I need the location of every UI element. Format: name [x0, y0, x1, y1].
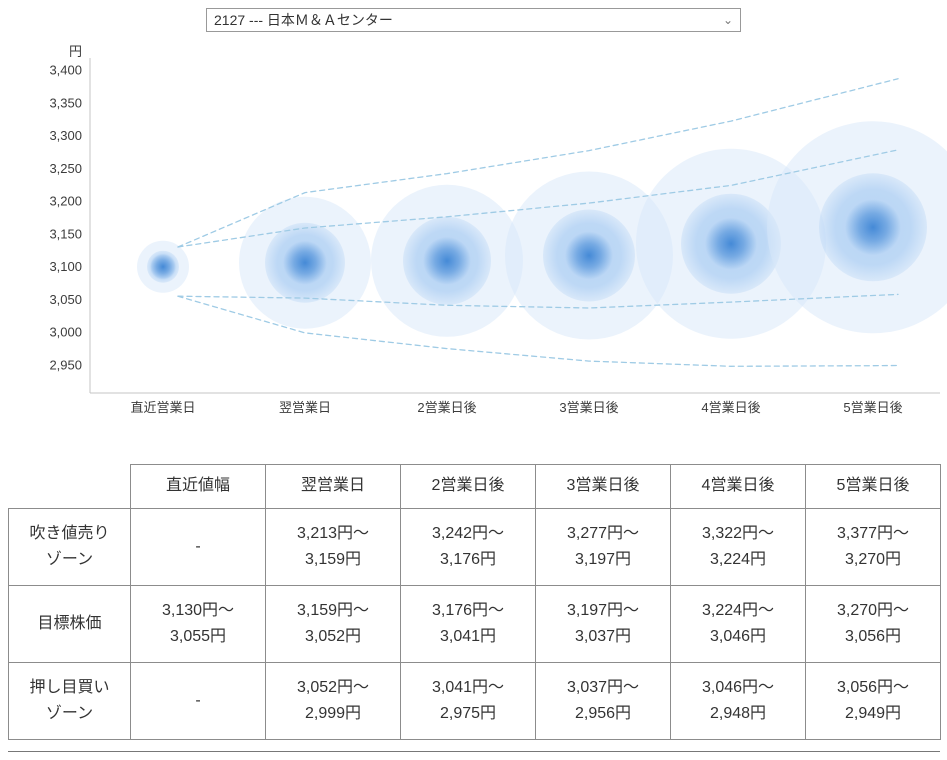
price-range-cell: -: [130, 662, 266, 740]
x-category-label: 2営業日後: [417, 400, 476, 415]
column-header: 翌営業日: [265, 464, 401, 509]
x-category-label: 5営業日後: [843, 400, 902, 415]
price-range-cell: 3,377円～ 3,270円: [805, 508, 941, 586]
forecast-bubble-0: [137, 240, 189, 293]
x-category-label: 直近営業日: [130, 400, 195, 415]
fan-line-sell-zone-upper: [177, 78, 899, 248]
fan-line-sell-zone-lower: [177, 149, 899, 248]
column-header: 5営業日後: [805, 464, 941, 509]
y-axis-unit-label: 円: [69, 44, 82, 59]
x-category-label: 翌営業日: [279, 400, 331, 415]
forecast-table: 直近値幅 翌営業日 2営業日後 3営業日後 4営業日後 5営業日後 吹き値売り ゾーン -3,…: [8, 464, 941, 740]
price-forecast-chart: 3,400 3,350 3,300 3,250 3,200 3,150 3,100 3,050…: [0, 42, 947, 434]
price-range-cell: -: [130, 508, 266, 586]
y-tick-label: 3,150: [49, 226, 82, 241]
x-category-label: 4営業日後: [701, 400, 760, 415]
price-range-cell: 3,322円～ 3,224円: [670, 508, 806, 586]
table-row: 吹き値売り ゾーン -3,213円～ 3,159円 3,242円～ 3,176円 3,…: [8, 508, 941, 586]
price-forecast-bubble-chart: 3,400 3,350 3,300 3,250 3,200 3,150 3,100 3,050…: [49, 44, 947, 415]
stock-selector-row: 2127 --- 日本Ｍ＆Ａセンター ⌄: [0, 0, 947, 32]
y-tick-label: 3,050: [49, 292, 82, 307]
x-category-label: 3営業日後: [559, 400, 618, 415]
chevron-down-icon: ⌄: [722, 13, 733, 27]
price-range-cell: 3,270円～ 3,056円: [805, 585, 941, 663]
y-tick-label: 3,100: [49, 259, 82, 274]
price-range-cell: 3,037円～ 2,956円: [535, 662, 671, 740]
price-range-cell: 3,224円～ 3,046円: [670, 585, 806, 663]
row-label: 目標株価: [8, 585, 131, 663]
price-range-cell: 3,277円～ 3,197円: [535, 508, 671, 586]
forecast-bubble-5: [767, 121, 947, 334]
table-row: 押し目買い ゾーン -3,052円～ 2,999円 3,041円～ 2,975円 3,…: [8, 662, 941, 740]
price-range-cell: 3,130円～ 3,055円: [130, 585, 266, 663]
table-header-row: 直近値幅 翌営業日 2営業日後 3営業日後 4営業日後 5営業日後: [8, 464, 941, 509]
bottom-divider: [8, 751, 940, 752]
column-header: 2営業日後: [400, 464, 536, 509]
price-range-cell: 3,176円～ 3,041円: [400, 585, 536, 663]
y-tick-label: 3,350: [49, 95, 82, 110]
y-tick-label: 2,950: [49, 358, 82, 373]
fan-line-buy-zone-upper: [177, 293, 899, 309]
stock-selector[interactable]: 2127 --- 日本Ｍ＆Ａセンター ⌄: [206, 8, 741, 32]
forecast-bubble-3: [505, 171, 673, 340]
y-tick-label: 3,300: [49, 128, 82, 143]
row-label: 吹き値売り ゾーン: [8, 508, 131, 586]
price-range-cell: 3,197円～ 3,037円: [535, 585, 671, 663]
y-tick-label: 3,200: [49, 194, 82, 209]
price-range-cell: 3,056円～ 2,949円: [805, 662, 941, 740]
column-header: 4営業日後: [670, 464, 806, 509]
price-range-cell: 3,052円～ 2,999円: [265, 662, 401, 740]
row-label: 押し目買い ゾーン: [8, 662, 131, 740]
forecast-bubble-2: [371, 184, 523, 337]
price-range-cell: 3,046円～ 2,948円: [670, 662, 806, 740]
column-header: 直近値幅: [130, 464, 266, 509]
forecast-bubble-1: [239, 196, 371, 329]
price-range-cell: 3,213円～ 3,159円: [265, 508, 401, 586]
price-range-cell: 3,159円～ 3,052円: [265, 585, 401, 663]
y-tick-label: 3,250: [49, 161, 82, 176]
price-range-cell: 3,242円～ 3,176円: [400, 508, 536, 586]
price-range-cell: 3,041円～ 2,975円: [400, 662, 536, 740]
table-corner-cell: [8, 464, 131, 509]
y-tick-label: 3,000: [49, 325, 82, 340]
column-header: 3営業日後: [535, 464, 671, 509]
y-tick-label: 3,400: [49, 63, 82, 78]
stock-selector-value: 2127 --- 日本Ｍ＆Ａセンター: [214, 12, 393, 28]
fan-line-buy-zone-lower: [177, 295, 899, 367]
table-row: 目標株価 3,130円～ 3,055円 3,159円～ 3,052円 3,176円～ …: [8, 585, 941, 663]
